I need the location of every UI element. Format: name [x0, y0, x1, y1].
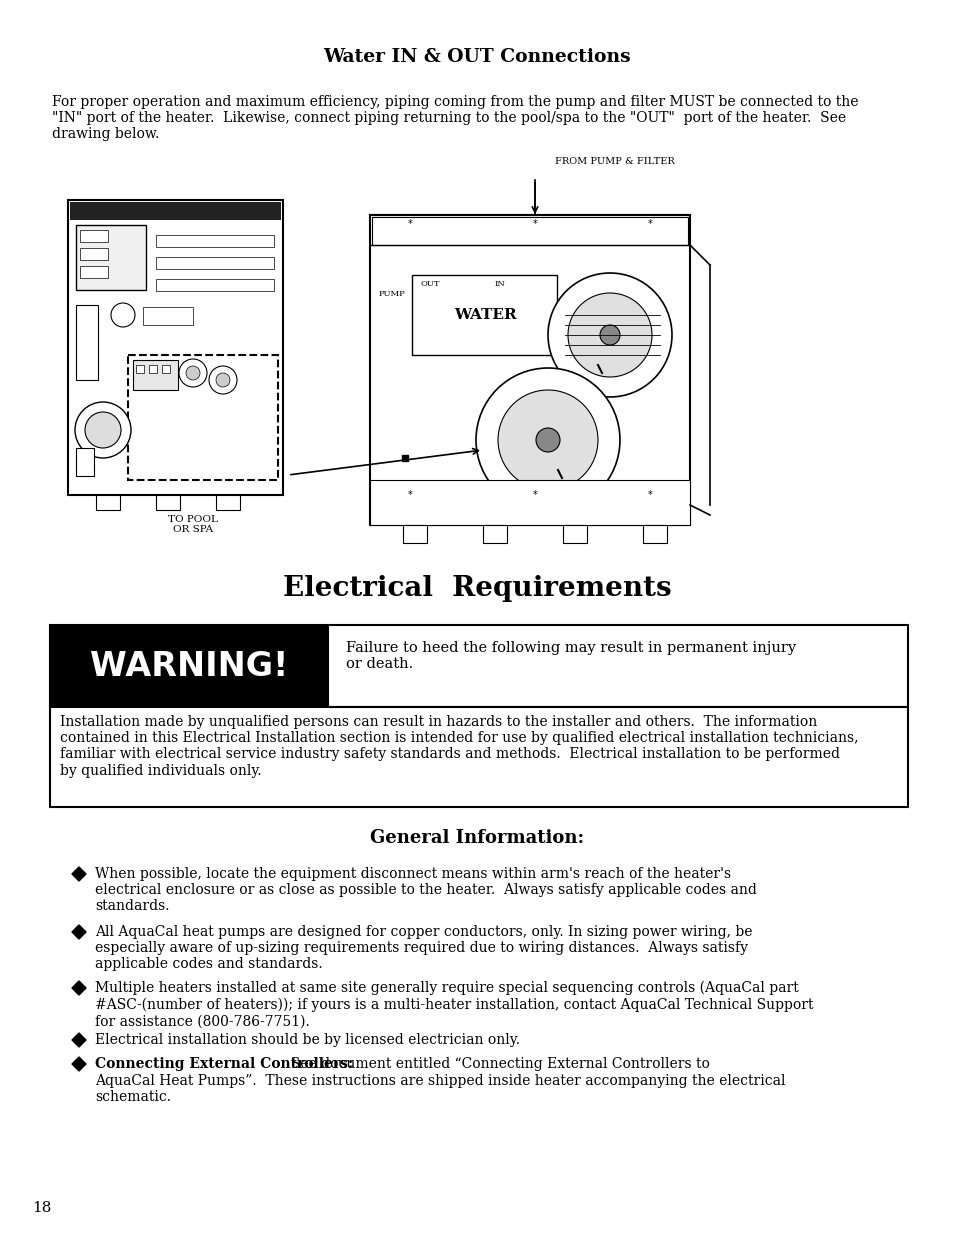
Polygon shape: [71, 1032, 86, 1047]
Text: Failure to heed the following may result in permanent injury
or death.: Failure to heed the following may result…: [346, 641, 796, 671]
Bar: [76, 448, 94, 475]
Circle shape: [75, 403, 131, 458]
Text: *: *: [407, 219, 412, 228]
Polygon shape: [71, 867, 86, 881]
Polygon shape: [71, 1057, 86, 1071]
Bar: [370, 215, 689, 525]
Text: All AquaCal heat pumps are designed for copper conductors, only. In sizing power: All AquaCal heat pumps are designed for …: [95, 925, 752, 972]
Circle shape: [111, 303, 135, 327]
Bar: [50, 706, 907, 806]
Circle shape: [599, 325, 619, 345]
Circle shape: [567, 293, 651, 377]
Bar: [50, 625, 907, 706]
Text: When possible, locate the equipment disconnect means within arm's reach of the h: When possible, locate the equipment disc…: [95, 867, 756, 914]
Bar: [96, 495, 120, 510]
Bar: [132, 359, 178, 390]
Circle shape: [209, 366, 236, 394]
Text: *: *: [532, 219, 537, 228]
Bar: [642, 525, 666, 543]
Text: Electrical installation should be by licensed electrician only.: Electrical installation should be by lic…: [95, 1032, 519, 1047]
Bar: [149, 366, 157, 373]
Bar: [562, 525, 586, 543]
Circle shape: [215, 373, 230, 387]
Text: *: *: [532, 490, 537, 500]
Bar: [370, 480, 689, 525]
Text: See document entitled “Connecting External Controllers to: See document entitled “Connecting Extern…: [282, 1057, 709, 1071]
Bar: [136, 366, 144, 373]
Bar: [412, 275, 557, 354]
Bar: [70, 203, 281, 220]
Text: *: *: [647, 490, 652, 500]
Text: TO POOL
OR SPA: TO POOL OR SPA: [168, 515, 217, 535]
Bar: [156, 257, 274, 269]
Bar: [80, 248, 108, 261]
Bar: [156, 235, 274, 247]
Bar: [482, 525, 506, 543]
Text: Electrical  Requirements: Electrical Requirements: [282, 576, 671, 601]
Bar: [162, 366, 170, 373]
Text: OUT: OUT: [420, 280, 439, 288]
Circle shape: [179, 359, 207, 387]
Circle shape: [497, 390, 598, 490]
Text: FROM PUMP & FILTER: FROM PUMP & FILTER: [555, 157, 674, 165]
Bar: [76, 225, 146, 290]
Text: PUMP: PUMP: [378, 290, 405, 298]
Bar: [372, 217, 687, 245]
Text: General Information:: General Information:: [370, 829, 583, 847]
Circle shape: [536, 429, 559, 452]
Text: WATER: WATER: [454, 308, 516, 322]
Text: *: *: [647, 219, 652, 228]
Text: IN: IN: [494, 280, 505, 288]
Bar: [143, 308, 193, 325]
Bar: [402, 525, 427, 543]
Bar: [80, 266, 108, 278]
Circle shape: [476, 368, 619, 513]
Text: WARNING!: WARNING!: [90, 650, 288, 683]
Text: 18: 18: [32, 1200, 51, 1215]
Text: Multiple heaters installed at same site generally require special sequencing con: Multiple heaters installed at same site …: [95, 981, 813, 1029]
Bar: [50, 625, 328, 706]
Circle shape: [186, 366, 200, 380]
Polygon shape: [71, 981, 86, 995]
Text: AquaCal Heat Pumps”.  These instructions are shipped inside heater accompanying : AquaCal Heat Pumps”. These instructions …: [95, 1074, 784, 1104]
Text: Connecting External Controllers:: Connecting External Controllers:: [95, 1057, 353, 1071]
Bar: [76, 305, 98, 380]
Text: Installation made by unqualified persons can result in hazards to the installer : Installation made by unqualified persons…: [60, 715, 858, 778]
Bar: [80, 230, 108, 242]
Bar: [156, 495, 180, 510]
Circle shape: [547, 273, 671, 396]
Text: *: *: [407, 490, 412, 500]
Text: For proper operation and maximum efficiency, piping coming from the pump and fil: For proper operation and maximum efficie…: [52, 95, 858, 141]
Polygon shape: [71, 925, 86, 939]
Bar: [156, 279, 274, 291]
Circle shape: [85, 412, 121, 448]
Bar: [68, 200, 283, 495]
Text: Water IN & OUT Connections: Water IN & OUT Connections: [323, 48, 630, 65]
Bar: [128, 354, 277, 480]
Bar: [215, 495, 240, 510]
